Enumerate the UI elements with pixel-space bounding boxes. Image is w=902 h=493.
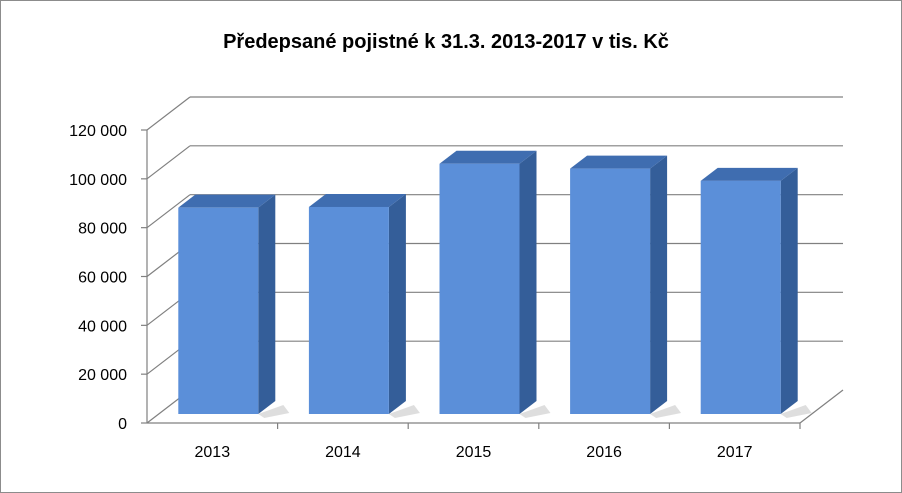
bar-side — [519, 150, 537, 414]
bar-front — [308, 206, 389, 414]
bar-2016 — [570, 155, 682, 418]
bar-2015 — [439, 150, 551, 418]
x-tick-label: 2016 — [586, 444, 622, 461]
bar-front — [570, 168, 651, 414]
y-tick-label: 80 000 — [78, 221, 127, 238]
y-tick-label: 120 000 — [69, 123, 127, 140]
bar-2013 — [178, 194, 290, 418]
x-axis: 2013 2014 2015 2016 2017 — [195, 423, 801, 461]
bar-top — [308, 193, 406, 207]
bar-front — [439, 163, 520, 414]
bar-shadow — [650, 405, 682, 418]
gridline-diagonal — [146, 96, 191, 131]
x-tick-label: 2014 — [325, 444, 361, 461]
bar-side — [388, 193, 406, 414]
bar-front — [178, 207, 259, 414]
bar-shadow — [258, 405, 290, 418]
bar-front — [700, 180, 781, 414]
bar-shadow — [519, 405, 551, 418]
bar-2017 — [700, 167, 812, 418]
gridline-diagonal — [146, 145, 191, 180]
bar-side — [258, 194, 276, 414]
floor-right-edge — [799, 389, 844, 424]
bar-shadow — [780, 405, 812, 418]
y-tick-label: 20 000 — [78, 367, 127, 384]
y-axis: 0 20 000 40 000 60 000 80 000 100 000 120 000 — [69, 123, 148, 433]
bar-top — [439, 150, 537, 164]
bars — [178, 150, 812, 418]
chart-title: Předepsané pojistné k 31.3. 2013-2017 v … — [223, 31, 669, 53]
bar-top — [178, 194, 276, 208]
bar-top — [570, 155, 668, 169]
y-tick-label: 0 — [118, 416, 127, 433]
y-tick-label: 100 000 — [69, 172, 127, 189]
bar-2014 — [308, 193, 420, 418]
x-tick-label: 2017 — [717, 444, 753, 461]
y-tick-label: 40 000 — [78, 318, 127, 335]
bar-side — [780, 167, 798, 414]
bar-shadow — [388, 405, 420, 418]
bar-side — [650, 155, 668, 415]
y-tick-label: 60 000 — [78, 270, 127, 287]
x-tick-label: 2015 — [456, 444, 492, 461]
gridline-diagonal — [146, 194, 191, 229]
x-tick-label: 2013 — [195, 444, 231, 461]
bar-top — [700, 167, 798, 181]
